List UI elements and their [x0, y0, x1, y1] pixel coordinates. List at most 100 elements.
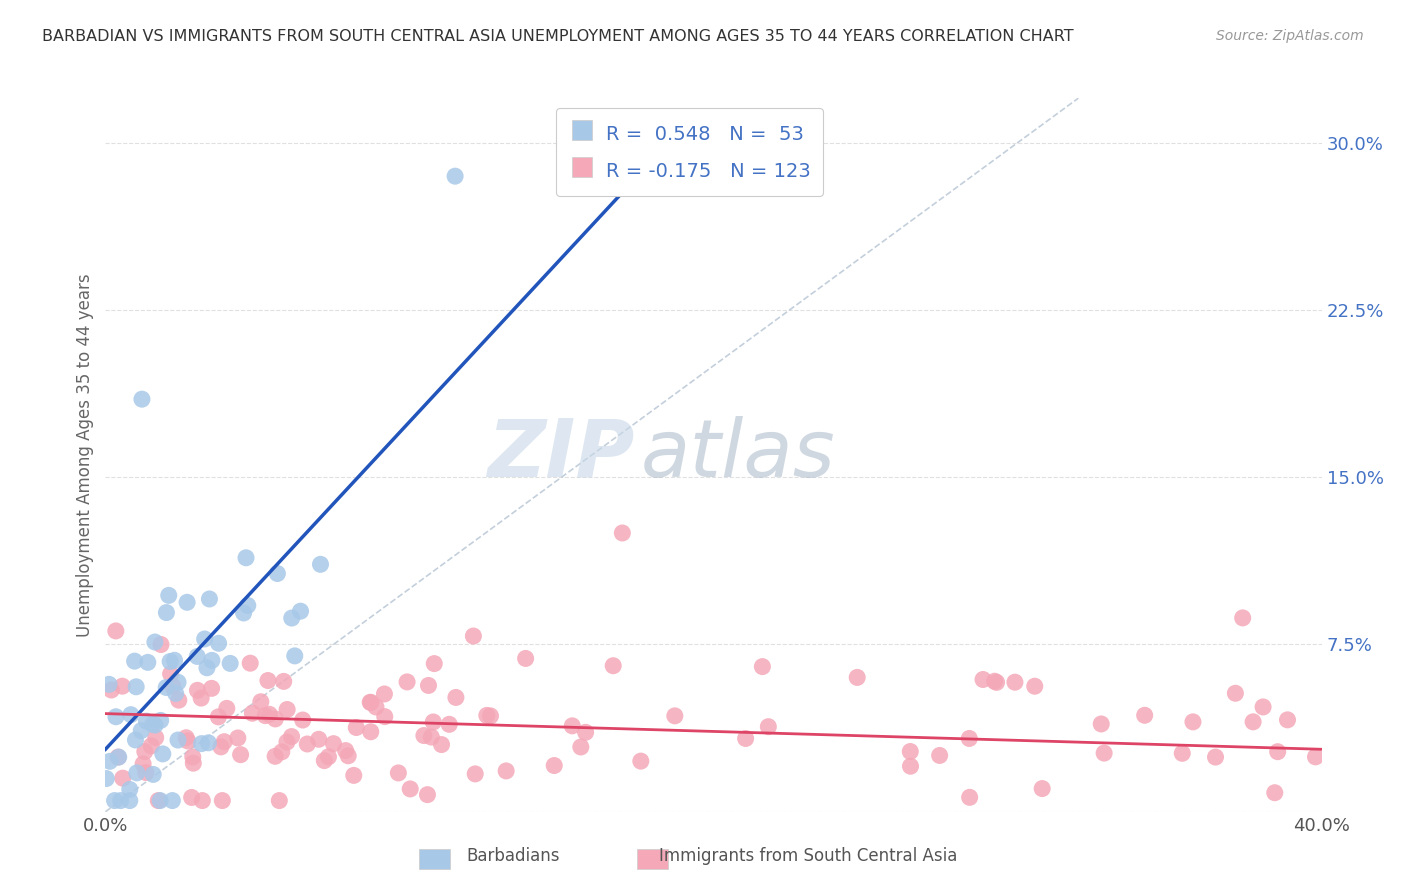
Point: [120, 707, 142, 722]
Point: [308, 732, 330, 747]
Point: [129, 723, 152, 738]
Point: [239, 656, 262, 670]
Point: [574, 725, 596, 739]
Point: [163, 653, 186, 667]
Point: [972, 673, 994, 687]
Point: [152, 747, 174, 761]
Point: [734, 731, 756, 746]
Point: [463, 629, 485, 643]
Point: [124, 733, 146, 747]
Text: Source: ZipAtlas.com: Source: ZipAtlas.com: [1216, 29, 1364, 43]
Point: [142, 717, 165, 731]
Text: atlas: atlas: [641, 416, 835, 494]
Point: [174, 731, 197, 745]
Point: [273, 674, 295, 689]
Point: [181, 756, 204, 771]
Point: [186, 683, 208, 698]
Point: [439, 717, 461, 731]
Point: [159, 655, 181, 669]
Point: [104, 710, 127, 724]
Point: [561, 719, 583, 733]
Point: [444, 690, 467, 705]
Point: [270, 745, 292, 759]
Point: [280, 730, 302, 744]
Point: [444, 169, 467, 184]
Point: [124, 654, 146, 668]
Point: [100, 683, 122, 698]
Point: [167, 675, 190, 690]
Point: [399, 781, 422, 796]
Point: [314, 754, 336, 768]
Point: [264, 712, 287, 726]
Point: [846, 670, 869, 684]
Point: [149, 638, 172, 652]
Point: [928, 748, 950, 763]
Point: [1031, 781, 1053, 796]
Point: [162, 679, 184, 693]
Point: [291, 713, 314, 727]
Point: [157, 588, 180, 602]
Point: [983, 674, 1005, 689]
Point: [276, 702, 298, 716]
Point: [359, 695, 381, 709]
Point: [219, 657, 242, 671]
Text: ZIP: ZIP: [486, 416, 634, 494]
Point: [412, 729, 434, 743]
Point: [212, 734, 235, 748]
Point: [103, 794, 125, 808]
Text: Barbadians: Barbadians: [467, 847, 560, 865]
Point: [337, 748, 360, 763]
Point: [232, 606, 254, 620]
Point: [276, 735, 298, 749]
Point: [1024, 679, 1046, 693]
Point: [229, 747, 252, 762]
Point: [96, 772, 118, 786]
Point: [190, 737, 212, 751]
Point: [135, 765, 157, 780]
Point: [141, 739, 163, 753]
Point: [423, 657, 446, 671]
Point: [1090, 717, 1112, 731]
Point: [297, 737, 319, 751]
Point: [495, 764, 517, 778]
Point: [264, 749, 287, 764]
Point: [430, 738, 453, 752]
Point: [396, 674, 419, 689]
Text: Immigrants from South Central Asia: Immigrants from South Central Asia: [659, 847, 957, 865]
Point: [269, 794, 291, 808]
Point: [335, 743, 357, 757]
Point: [1305, 749, 1327, 764]
Point: [165, 686, 187, 700]
Point: [479, 709, 502, 723]
Point: [309, 558, 332, 572]
Point: [98, 754, 121, 768]
Point: [180, 790, 202, 805]
Point: [145, 731, 167, 745]
Point: [197, 736, 219, 750]
Point: [107, 750, 129, 764]
Point: [207, 636, 229, 650]
Point: [148, 794, 170, 808]
Point: [142, 767, 165, 781]
Point: [107, 750, 129, 764]
Point: [1092, 746, 1115, 760]
Point: [149, 714, 172, 728]
Point: [280, 611, 302, 625]
Point: [360, 724, 382, 739]
Point: [125, 765, 148, 780]
Point: [257, 673, 280, 688]
Point: [135, 714, 157, 728]
Point: [515, 651, 537, 665]
Point: [190, 691, 212, 706]
Point: [751, 659, 773, 673]
Point: [110, 794, 132, 808]
Point: [360, 695, 382, 709]
Point: [416, 788, 439, 802]
Point: [1225, 686, 1247, 700]
Point: [1205, 750, 1227, 764]
Point: [201, 681, 224, 696]
Legend: R =  0.548   N =  53, R = -0.175   N = 123: R = 0.548 N = 53, R = -0.175 N = 123: [555, 108, 823, 196]
Point: [250, 695, 273, 709]
Point: [1251, 700, 1274, 714]
Point: [118, 794, 141, 808]
